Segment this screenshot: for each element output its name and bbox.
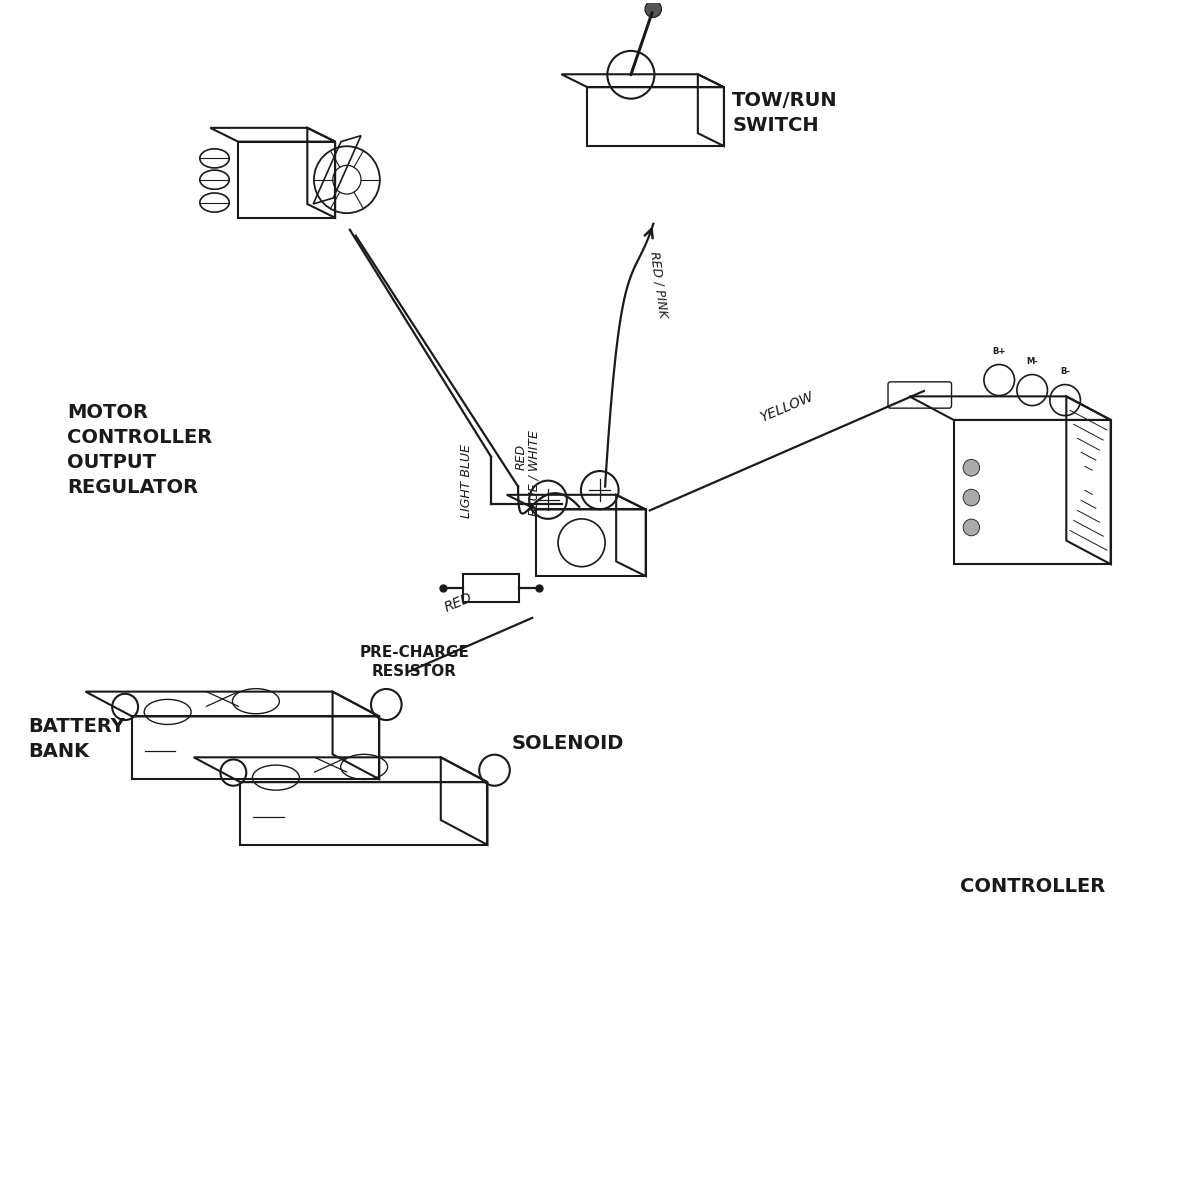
Circle shape bbox=[963, 460, 980, 476]
Text: LIGHT BLUE: LIGHT BLUE bbox=[460, 444, 473, 517]
Text: B+: B+ bbox=[993, 347, 1006, 356]
Text: CONTROLLER: CONTROLLER bbox=[960, 877, 1105, 896]
Text: BLUE / WHITE: BLUE / WHITE bbox=[527, 430, 540, 516]
Circle shape bbox=[645, 1, 662, 18]
Text: MOTOR
CONTROLLER
OUTPUT
REGULATOR: MOTOR CONTROLLER OUTPUT REGULATOR bbox=[67, 403, 213, 497]
Text: M-: M- bbox=[1026, 358, 1038, 366]
Text: SOLENOID: SOLENOID bbox=[512, 733, 624, 752]
Circle shape bbox=[963, 490, 980, 506]
Text: YELLOW: YELLOW bbox=[758, 389, 816, 425]
Text: RED: RED bbox=[514, 444, 527, 469]
Text: RED / PINK: RED / PINK bbox=[648, 251, 670, 319]
Text: PRE-CHARGE
RESISTOR: PRE-CHARGE RESISTOR bbox=[359, 646, 469, 679]
Text: B-: B- bbox=[1060, 367, 1070, 377]
Text: RED: RED bbox=[442, 590, 475, 614]
Circle shape bbox=[963, 520, 980, 535]
Text: TOW/RUN
SWITCH: TOW/RUN SWITCH bbox=[732, 91, 838, 134]
Text: BATTERY
BANK: BATTERY BANK bbox=[28, 718, 125, 761]
